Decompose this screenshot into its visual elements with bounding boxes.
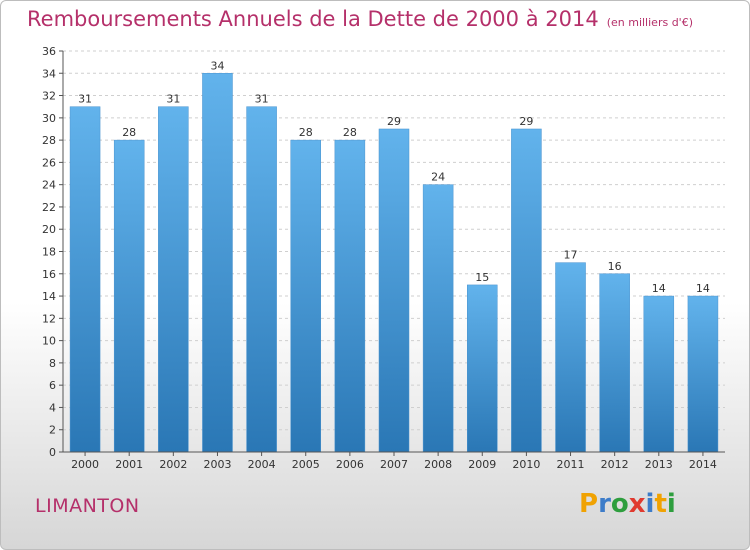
bar-2001 [113,139,145,453]
x-tick-label: 2003 [203,458,231,471]
logo-letter: x [628,489,646,519]
logo-letter: P [579,489,599,519]
logo-letter: t [654,489,667,519]
bar-value-label: 28 [122,126,136,139]
bars: 31 28 31 34 31 28 28 29 24 15 29 17 16 14 14 [69,59,719,453]
x-tick-label: 2007 [380,458,408,471]
y-tick-label: 4 [49,401,56,414]
bar-2003 [202,73,233,453]
y-tick-label: 16 [42,268,56,281]
x-tick-label: 2009 [468,458,496,471]
x-axis: 2000 2001 2002 2003 2004 2005 2006 2007 2008 2009… [63,451,725,471]
y-tick-label: 14 [42,290,56,303]
bar-value-label: 24 [431,171,445,184]
y-tick-label: 2 [49,424,56,437]
x-tick-label: 2005 [292,458,320,471]
bar-2005 [290,139,321,453]
x-tick-label: 2012 [601,458,629,471]
bar-value-label: 28 [343,126,357,139]
bar-value-label: 29 [387,115,401,128]
bar-value-label: 31 [78,93,92,106]
bar-2009 [467,284,498,453]
bar-2007 [378,128,410,453]
bar-value-label: 31 [255,93,269,106]
y-tick-label: 32 [42,90,56,103]
y-tick-label: 10 [42,335,56,348]
bar-value-label: 28 [299,126,313,139]
bar-value-label: 34 [210,59,224,72]
bar-value-label: 17 [564,249,578,262]
logo-letter: i [645,489,655,519]
y-tick-label: 22 [42,201,56,214]
x-tick-label: 2010 [512,458,540,471]
y-tick-label: 34 [42,67,56,80]
x-tick-label: 2000 [71,458,99,471]
x-tick-label: 2004 [248,458,276,471]
chart-title: Remboursements Annuels de la Dette de 20… [27,7,693,31]
y-tick-label: 6 [49,379,56,392]
bar-2006 [334,139,366,453]
bar-2010 [511,128,542,453]
y-tick-label: 36 [42,45,56,58]
y-tick-label: 26 [42,156,56,169]
x-tick-label: 2002 [159,458,187,471]
bar-value-label: 31 [166,93,180,106]
bar-2008 [422,184,454,453]
y-tick-label: 12 [42,312,56,325]
x-tick-label: 2011 [557,458,585,471]
bar-value-label: 29 [519,115,533,128]
y-tick-label: 28 [42,134,56,147]
y-tick-label: 20 [42,223,56,236]
bar-value-label: 14 [696,282,710,295]
y-tick-label: 24 [42,179,56,192]
proxiti-logo[interactable]: Proxiti [579,489,676,519]
chart-subtitle: (en milliers d'€) [606,16,693,29]
x-tick-label: 2008 [424,458,452,471]
x-tick-label: 2014 [689,458,717,471]
bar-2004 [246,106,277,453]
y-tick-label: 0 [49,446,56,459]
y-tick-label: 18 [42,246,56,259]
y-tick-label: 30 [42,112,56,125]
bar-2002 [158,106,189,453]
logo-letter: o [610,489,629,519]
bar-value-label: 14 [652,282,666,295]
commune-name: LIMANTON [35,495,140,517]
chart-title-main: Remboursements Annuels de la Dette de 20… [27,7,599,31]
logo-letter: i [666,489,676,519]
bar-2014 [687,295,719,453]
x-tick-label: 2001 [115,458,143,471]
bar-2013 [643,295,675,453]
y-tick-label: 8 [49,357,56,370]
bar-2011 [555,262,586,453]
x-tick-label: 2006 [336,458,364,471]
bar-value-label: 15 [475,271,489,284]
bar-2012 [599,273,630,453]
bar-value-label: 16 [608,260,622,273]
logo-letter: r [598,489,611,519]
bar-2000 [69,106,101,453]
x-tick-label: 2013 [645,458,673,471]
